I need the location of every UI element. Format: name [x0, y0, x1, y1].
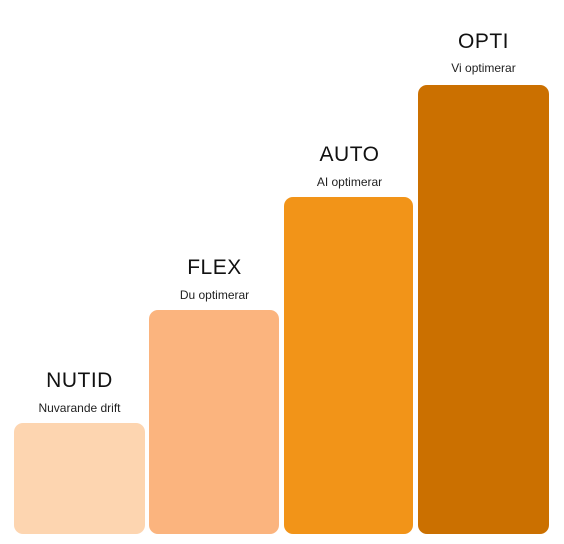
- step-title: OPTI: [457, 30, 509, 53]
- step-title: FLEX: [187, 256, 242, 279]
- step-block: [284, 197, 413, 534]
- step-title: NUTID: [46, 369, 113, 392]
- step-block: [149, 310, 279, 534]
- step-subtitle: AI optimerar: [316, 175, 383, 189]
- step-subtitle: Du optimerar: [179, 288, 250, 302]
- step-subtitle: Nuvarande drift: [38, 401, 121, 415]
- step-block: [418, 85, 549, 534]
- step-block: [14, 423, 145, 534]
- step-title: AUTO: [319, 143, 380, 166]
- step-subtitle: Vi optimerar: [451, 61, 516, 75]
